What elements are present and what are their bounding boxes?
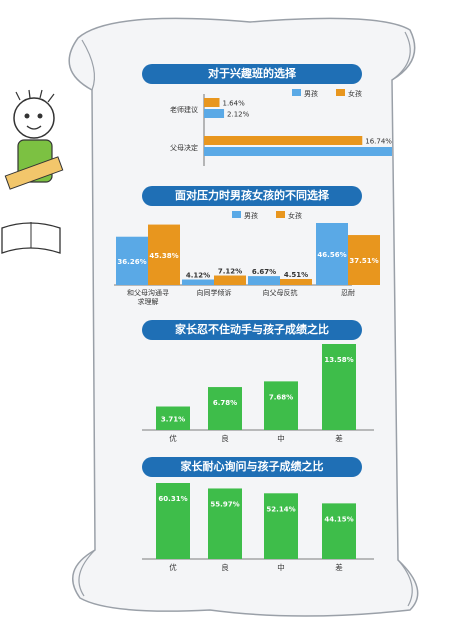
data-label: 44.15% xyxy=(324,515,353,523)
panel-hit-grade: 家长忍不住动手与孩子成绩之比 3.71% 优 6.78% 良 7.68% 中 13.58% 差 xyxy=(112,318,392,446)
chart-title: 家长忍不住动手与孩子成绩之比 xyxy=(142,320,362,340)
bar xyxy=(322,344,356,430)
category-label: 优 xyxy=(169,562,177,572)
data-label: 46.56% xyxy=(317,251,346,259)
legend-swatch xyxy=(336,89,345,96)
legend-swatch xyxy=(276,211,285,218)
category-label: 和父母沟通寻 xyxy=(127,288,169,297)
bar xyxy=(156,483,190,559)
bar xyxy=(208,387,242,430)
bar xyxy=(280,278,312,285)
bar xyxy=(204,147,392,156)
bar xyxy=(204,98,220,107)
panel-interest-class: 对于兴趣班的选择 男孩女孩老师建议1.64%2.12%父母决定16.74%22.… xyxy=(112,62,392,172)
category-label: 父母决定 xyxy=(170,143,198,152)
data-label: 52.14% xyxy=(266,505,295,513)
data-label: 7.68% xyxy=(269,393,293,401)
data-label: 4.51% xyxy=(284,271,308,279)
bar xyxy=(248,276,280,285)
legend-label: 女孩 xyxy=(288,211,302,220)
category-label: 良 xyxy=(221,562,229,572)
category-label: 老师建议 xyxy=(170,105,198,114)
bar xyxy=(316,223,348,285)
panel-patience-grade: 家长耐心询问与孩子成绩之比 60.31% 优 55.97% 良 52.14% 中 44.15… xyxy=(112,455,392,572)
category-label: 差 xyxy=(335,562,343,572)
bar xyxy=(204,109,225,118)
bar xyxy=(264,493,298,559)
data-label: 37.51% xyxy=(349,257,378,265)
bar xyxy=(264,381,298,430)
bar xyxy=(204,136,363,145)
bar xyxy=(208,488,242,559)
legend-label: 男孩 xyxy=(244,211,258,220)
data-label: 16.74% xyxy=(365,138,392,146)
category-label: 求理解 xyxy=(138,297,159,306)
chart-title: 对于兴趣班的选择 xyxy=(142,64,362,84)
data-label: 36.26% xyxy=(117,258,146,266)
data-label: 6.67% xyxy=(252,268,276,276)
data-label: 45.38% xyxy=(149,252,178,260)
bar xyxy=(182,279,214,285)
data-label: 55.97% xyxy=(210,500,239,508)
legend-swatch xyxy=(232,211,241,218)
data-label: 2.12% xyxy=(227,111,250,119)
category-label: 优 xyxy=(169,433,177,443)
chart-hit-grade: 3.71% 优 6.78% 良 7.68% 中 13.58% 差 xyxy=(142,344,374,443)
data-label: 3.71% xyxy=(161,415,185,423)
legend-label: 男孩 xyxy=(304,89,318,98)
category-label: 中 xyxy=(277,433,285,443)
bar xyxy=(156,406,190,430)
category-label: 良 xyxy=(221,433,229,443)
bar xyxy=(214,275,246,285)
chart-patience-grade: 60.31% 优 55.97% 良 52.14% 中 44.15% 差 xyxy=(142,483,374,572)
category-label: 中 xyxy=(277,562,285,572)
bar xyxy=(322,503,356,559)
data-label: 60.31% xyxy=(158,495,187,503)
data-label: 4.12% xyxy=(186,272,210,280)
category-label: 向父母反抗 xyxy=(263,288,298,297)
category-label: 忍耐 xyxy=(341,288,355,297)
category-label: 差 xyxy=(335,433,343,443)
chart-title: 家长耐心询问与孩子成绩之比 xyxy=(142,457,362,477)
data-label: 7.12% xyxy=(218,268,242,276)
data-label: 1.64% xyxy=(223,100,246,108)
data-label: 6.78% xyxy=(213,399,237,407)
category-label: 向同学倾诉 xyxy=(197,288,232,297)
bar xyxy=(116,236,148,285)
bar xyxy=(148,224,180,285)
legend-label: 女孩 xyxy=(348,89,362,98)
panel-pressure-choice: 面对压力时男孩女孩的不同选择 男孩 女孩 36.26% 45.38% 和父母沟通寻 求理解… xyxy=(112,184,392,309)
cartoon-boy-icon xyxy=(1,89,64,254)
legend-swatch xyxy=(292,89,301,96)
bar xyxy=(348,235,380,285)
data-label: 13.58% xyxy=(324,356,353,364)
chart-title: 面对压力时男孩女孩的不同选择 xyxy=(142,186,362,206)
